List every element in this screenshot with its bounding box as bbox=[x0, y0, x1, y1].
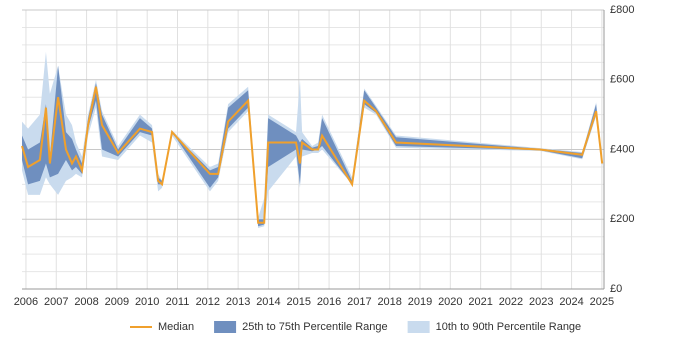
x-tick-label: 2014 bbox=[256, 296, 280, 308]
x-tick-label: 2019 bbox=[408, 296, 432, 308]
x-tick-label: 2017 bbox=[347, 296, 371, 308]
x-tick-label: 2010 bbox=[135, 296, 159, 308]
legend-swatch bbox=[214, 321, 237, 333]
y-tick-label: £800 bbox=[610, 4, 634, 16]
x-tick-label: 2009 bbox=[105, 296, 129, 308]
legend: Median 25th to 75th Percentile Range 10th … bbox=[130, 321, 581, 333]
legend-label: 25th to 75th Percentile Range bbox=[242, 321, 388, 333]
y-tick-label: £200 bbox=[610, 213, 634, 225]
x-tick-label: 2021 bbox=[468, 296, 492, 308]
x-tick-label: 2018 bbox=[377, 296, 401, 308]
median-line bbox=[21, 86, 604, 224]
y-tick-label: £400 bbox=[610, 143, 634, 155]
x-tick-label: 2011 bbox=[166, 296, 190, 308]
legend-label: Median bbox=[158, 321, 194, 333]
x-tick-label: 2023 bbox=[529, 296, 553, 308]
x-tick-label: 2016 bbox=[317, 296, 341, 308]
x-tick-label: 2020 bbox=[438, 296, 462, 308]
legend-swatch bbox=[407, 321, 430, 333]
x-tick-label: 2024 bbox=[559, 296, 583, 308]
legend-label: 10th to 90th Percentile Range bbox=[436, 321, 582, 333]
x-tick-label: 2007 bbox=[44, 296, 68, 308]
x-tick-label: 2022 bbox=[499, 296, 523, 308]
x-tick-label: 2025 bbox=[590, 296, 614, 308]
x-tick-label: 2012 bbox=[196, 296, 220, 308]
x-tick-label: 2006 bbox=[14, 296, 38, 308]
y-tick-label: £600 bbox=[610, 74, 634, 86]
y-tick-label: £0 bbox=[610, 283, 622, 295]
x-tick-label: 2008 bbox=[74, 296, 98, 308]
x-tick-label: 2015 bbox=[287, 296, 311, 308]
x-tick-label: 2013 bbox=[226, 296, 250, 308]
